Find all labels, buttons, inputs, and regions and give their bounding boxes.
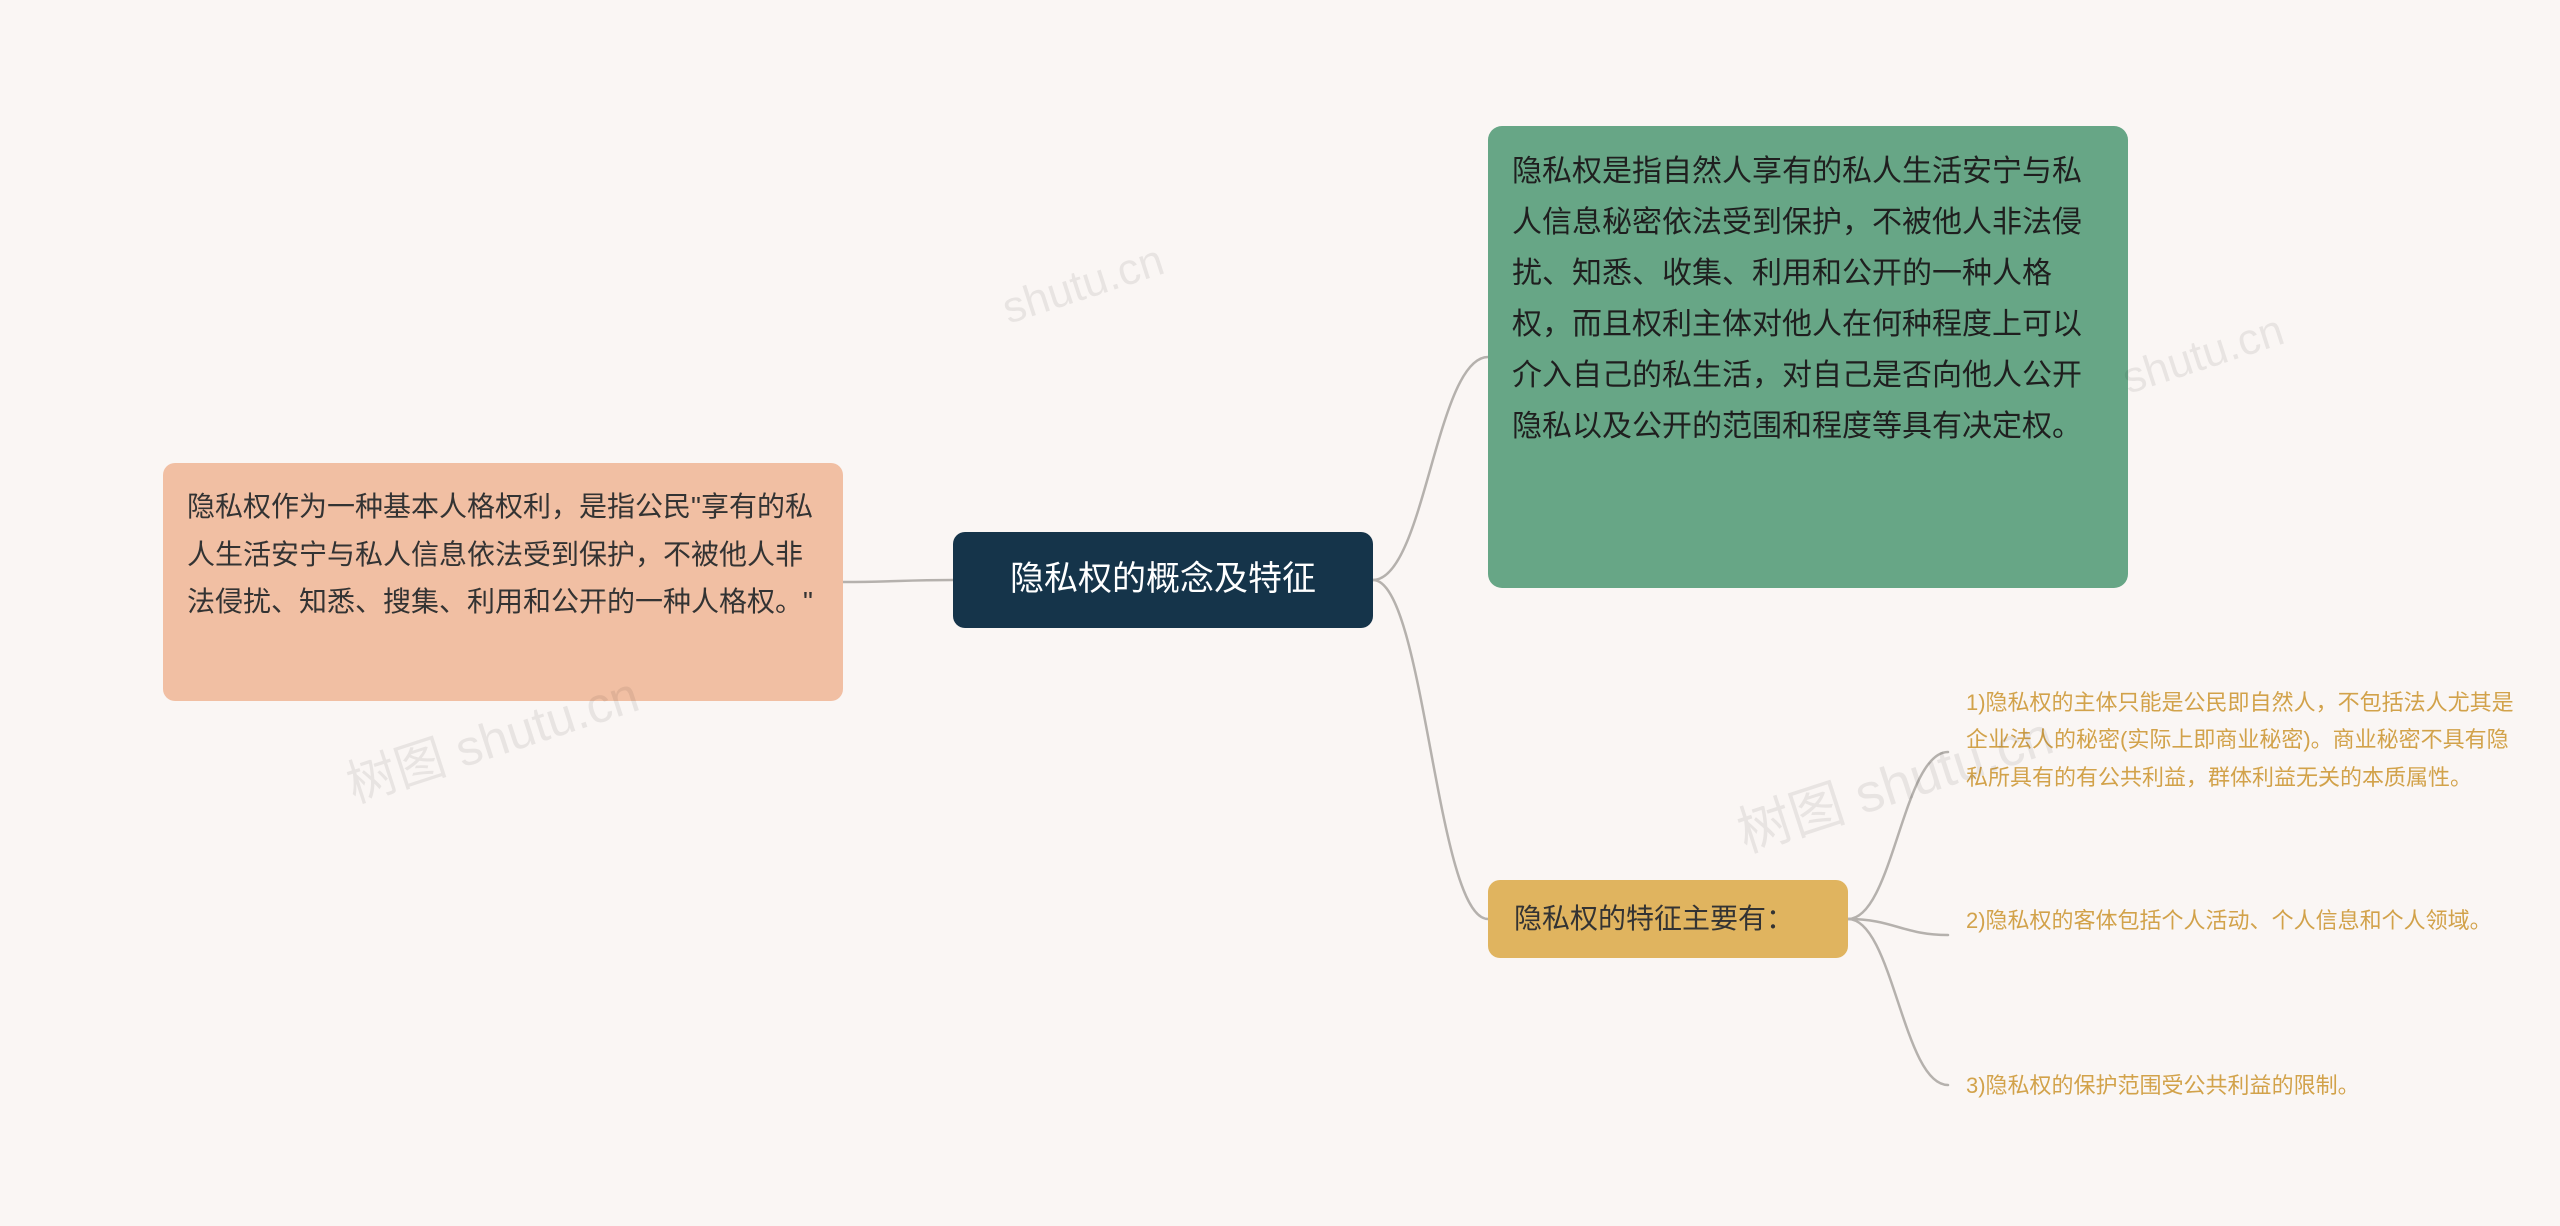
- root-text: 隐私权的概念及特征: [1010, 551, 1316, 609]
- feature-item-3: 3)隐私权的保护范围受公共利益的限制。: [1948, 1055, 2508, 1116]
- right-definition-node: 隐私权是指自然人享有的私人生活安宁与私人信息秘密依法受到保护，不被他人非法侵扰、…: [1488, 126, 2128, 588]
- feature-item-1: 1)隐私权的主体只能是公民即自然人，不包括法人尤其是企业法人的秘密(实际上即商业…: [1948, 672, 2538, 832]
- features-heading-node: 隐私权的特征主要有：: [1488, 880, 1848, 958]
- watermark: shutu.cn: [996, 236, 1170, 335]
- feature-item-3-text: 3)隐私权的保护范围受公共利益的限制。: [1966, 1073, 2360, 1098]
- feature-item-2-text: 2)隐私权的客体包括个人活动、个人信息和个人领域。: [1966, 908, 2492, 933]
- left-definition-text: 隐私权作为一种基本人格权利，是指公民"享有的私人生活安宁与私人信息依法受到保护，…: [187, 491, 813, 617]
- watermark: shutu.cn: [2116, 306, 2290, 405]
- right-definition-text: 隐私权是指自然人享有的私人生活安宁与私人信息秘密依法受到保护，不被他人非法侵扰、…: [1512, 155, 2082, 443]
- features-heading-text: 隐私权的特征主要有：: [1514, 895, 1794, 943]
- feature-item-1-text: 1)隐私权的主体只能是公民即自然人，不包括法人尤其是企业法人的秘密(实际上即商业…: [1966, 690, 2514, 790]
- left-definition-node: 隐私权作为一种基本人格权利，是指公民"享有的私人生活安宁与私人信息依法受到保护，…: [163, 463, 843, 701]
- feature-item-2: 2)隐私权的客体包括个人活动、个人信息和个人领域。: [1948, 890, 2538, 980]
- root-node: 隐私权的概念及特征: [953, 532, 1373, 628]
